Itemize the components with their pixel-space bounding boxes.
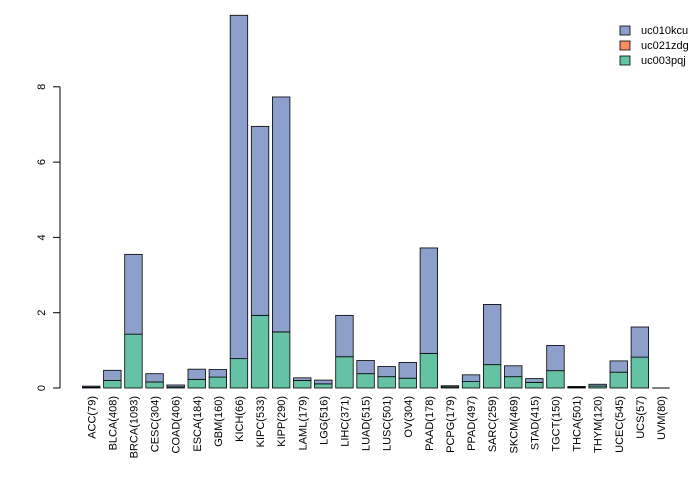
bar-segment-uc010kcu-24 [588,383,607,387]
bar-segment-uc003pqj-10 [293,380,312,389]
bar-segment-uc003pqj-25 [609,371,628,389]
bar-segment-uc010kcu-25 [609,360,628,373]
legend-label: uc010kcu [641,25,688,37]
bar-segment-uc003pqj-9 [271,331,291,389]
bar-segment-uc003pqj-14 [377,376,396,389]
bar-segment-uc010kcu-1 [103,369,122,381]
bar-segment-uc010kcu-20 [504,365,523,378]
x-tick-label: UVM(80) [656,396,668,440]
x-tick-label: LIHC(371) [339,396,351,447]
bar-segment-uc010kcu-15 [398,361,417,379]
bar-segment-uc003pqj-15 [398,377,417,389]
bar-segment-uc010kcu-23 [567,386,586,388]
legend: uc010kcu uc021zdg uc003pqj [619,25,689,67]
bar-segment-uc010kcu-0 [82,385,101,388]
bar-segment-uc003pqj-2 [124,333,143,389]
x-tick-label: PPAD(497) [466,396,478,451]
bar-segment-uc003pqj-21 [525,381,544,389]
y-tick-label: 4 [36,234,48,240]
bar-segment-uc010kcu-10 [293,377,312,381]
bar-segment-uc010kcu-5 [187,368,206,380]
bar-segment-uc010kcu-14 [377,366,396,378]
x-tick-label: KIPP(290) [276,396,288,447]
bar-segment-uc010kcu-7 [229,14,249,360]
x-tick-label: COAD(406) [171,396,183,453]
x-tick-label: OV(304) [403,396,415,438]
x-tick-label: THYM(120) [593,396,605,453]
bar-segment-uc003pqj-12 [335,356,354,389]
x-tick-label: LUAD(515) [361,396,373,451]
bar-segment-uc010kcu-13 [356,360,375,375]
y-tick-label: 8 [36,84,48,90]
bar-segment-uc003pqj-1 [103,380,122,389]
bar-segment-uc010kcu-8 [250,125,270,316]
legend-label: uc021zdg [641,40,689,52]
legend-swatch [619,25,631,36]
bar-segment-uc010kcu-19 [482,304,502,366]
x-tick-label: SARC(259) [487,396,499,452]
bar-segment-uc003pqj-19 [482,364,502,389]
bar-segment-uc003pqj-7 [229,358,249,389]
bar-segment-uc010kcu-21 [525,378,544,383]
bar-segment-uc010kcu-17 [440,385,460,388]
x-tick-label: GBM(160) [213,396,225,447]
y-axis: 0 2 4 6 8 [36,84,61,391]
y-tick-label: 6 [36,159,48,165]
bar-segment-uc003pqj-13 [356,373,375,389]
legend-label: uc003pqj [641,55,686,67]
x-tick-label: ESCA(184) [192,396,204,452]
x-tick-label: THCA(501) [572,396,584,452]
x-tick-label: PAAD(178) [424,396,436,451]
bar-segment-uc010kcu-11 [314,379,333,385]
bar-segment-uc003pqj-6 [208,376,228,389]
bar-segment-uc010kcu-3 [145,373,164,383]
x-tick-label: BRCA(1093) [128,396,140,458]
x-tick-label: CESC(304) [150,396,162,452]
x-tick-label: PCPG(179) [445,396,457,453]
bar-segment-uc010kcu-18 [461,374,481,382]
x-tick-label: KICH(66) [234,396,246,442]
bar-segment-uc010kcu-16 [419,247,439,354]
bar-segment-uc010kcu-9 [271,96,291,333]
bar-segment-uc010kcu-2 [124,253,143,335]
y-tick-label: 0 [36,385,48,391]
bar-segment-uc010kcu-12 [335,314,354,358]
bar-segment-uc003pqj-22 [546,370,565,389]
bar-segment-uc010kcu-26 [630,326,649,358]
x-tick-label: LAML(179) [297,396,309,450]
legend-swatch [619,40,631,51]
bars [82,14,670,389]
bar-segment-uc003pqj-16 [419,352,439,389]
bar-segment-uc003pqj-8 [250,314,270,389]
bar-segment-uc003pqj-11 [314,383,333,389]
x-tick-label: TGCT(150) [550,396,562,452]
bar-segment-uc010kcu-6 [208,369,228,378]
x-tick-label: UCS(57) [635,396,647,439]
bar-segment-uc003pqj-20 [504,376,523,389]
x-tick-label: SKCM(469) [508,396,520,453]
x-tick-label: LUSC(501) [382,396,394,451]
y-tick-label: 2 [36,310,48,316]
x-tick-label: KIPC(533) [255,396,267,447]
x-tick-label: BLCA(408) [107,396,119,450]
x-tick-label: UCEC(545) [614,396,626,453]
bar-segment-uc010kcu-22 [546,345,565,372]
bar-segment-uc003pqj-18 [461,381,481,389]
x-axis-labels: ACC(79) BLCA(408) BRCA(1093) CESC(304) COAD(… [86,396,668,458]
bar-segment-uc003pqj-26 [630,356,649,389]
x-tick-label: STAD(415) [529,396,541,450]
bar-segment-uc010kcu-4 [166,384,185,388]
x-tick-label: ACC(79) [86,396,98,439]
bar-segment-uc003pqj-3 [145,381,164,389]
bar-segment-uc003pqj-5 [187,378,206,389]
x-tick-label: LGG(516) [318,396,330,445]
legend-swatch [619,55,631,66]
